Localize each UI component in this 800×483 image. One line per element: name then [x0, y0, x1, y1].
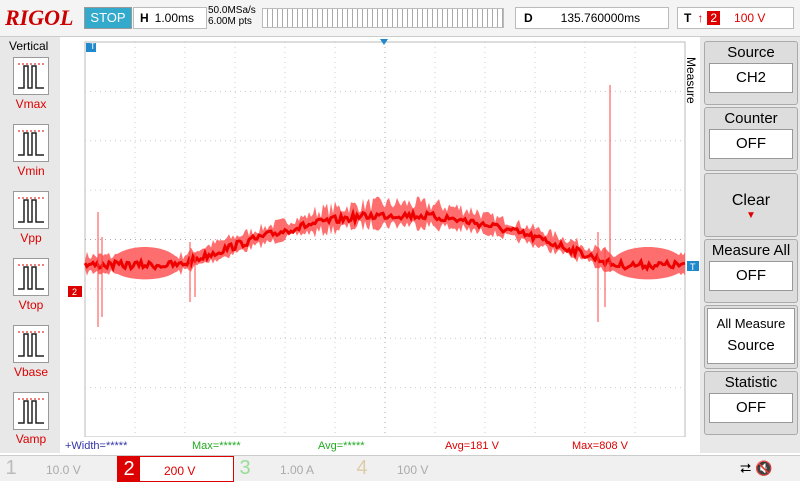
menu-label: Measure All — [711, 242, 791, 259]
menu-value: Source — [727, 337, 775, 354]
measure-label: Vbase — [13, 365, 49, 379]
channel-scale: 1.00 A — [280, 463, 315, 477]
channel-number: 1 — [5, 457, 17, 479]
channel-bar: 1 10.0 V 2 200 V 3 1.00 A 4 100 V ⮂ 🔇 — [0, 455, 800, 482]
channel-tab[interactable]: 3 1.00 A — [234, 456, 349, 480]
center-marker — [380, 39, 388, 45]
measure-item[interactable]: Vtop — [10, 258, 52, 312]
menu-item[interactable]: All Measure Source — [704, 305, 798, 369]
measurement-line: +Width=***** Max=***** Avg=***** Avg=181 V M… — [60, 438, 700, 454]
measure-item[interactable]: Vpp — [10, 191, 52, 245]
measurement: Avg=181 V — [445, 440, 499, 452]
measurement: +Width=***** — [65, 440, 128, 452]
menu-button: All Measure Source — [707, 308, 795, 364]
menu-label: Counter — [724, 110, 778, 127]
usb-icons: ⮂ 🔇 — [740, 460, 773, 476]
channel-scale: 10.0 V — [46, 463, 81, 477]
menu-item[interactable]: Source CH2 — [704, 41, 798, 105]
memory-bar — [262, 8, 504, 28]
channel-number: 2 — [118, 457, 140, 481]
trigger-channel: 2 — [707, 11, 721, 25]
measure-label: Vmax — [15, 97, 47, 111]
measurement: Avg=***** — [318, 440, 365, 452]
measure-item[interactable]: Vmin — [10, 124, 52, 178]
measure-icon — [13, 325, 49, 363]
menu-value: OFF — [709, 393, 793, 423]
marker-bg — [86, 43, 96, 52]
measure-icon — [13, 392, 49, 430]
channel-tab[interactable]: 2 200 V — [117, 456, 234, 482]
menu-value: OFF — [709, 129, 793, 159]
trigger-level-marker: T — [690, 262, 696, 272]
menu-value: CH2 — [709, 63, 793, 93]
channel-number: 4 — [356, 457, 368, 479]
measure-item[interactable]: Vmax — [10, 57, 52, 111]
sample-rate: 50.0MSa/s — [208, 5, 256, 16]
measure-icon — [13, 191, 49, 229]
trigger-label: T — [684, 11, 692, 25]
measure-icon — [13, 57, 49, 95]
delay-value: 135.760000ms — [560, 11, 641, 25]
channel-scale: 200 V — [164, 464, 196, 478]
timebase[interactable]: H 1.00ms — [133, 7, 207, 29]
run-status[interactable]: STOP — [84, 7, 132, 29]
measure-icon — [13, 124, 49, 162]
measure-label: Vtop — [18, 298, 44, 312]
waveform-band — [85, 196, 685, 280]
menu-item[interactable]: Statistic OFF — [704, 371, 798, 435]
channel-marker: 2 — [72, 287, 77, 297]
trigger[interactable]: T ↑ 2 100 V — [677, 7, 794, 29]
menu-value: OFF — [709, 261, 793, 291]
trigger-position-marker: T — [90, 41, 96, 51]
menu-label: Statistic — [724, 374, 778, 391]
menu-label: All Measure — [716, 316, 786, 331]
trigger-edge: ↑ — [697, 11, 704, 25]
measure-label: Vamp — [15, 432, 47, 446]
menu-label: Source — [727, 44, 775, 61]
measurement: Max=***** — [192, 440, 241, 452]
menu-item[interactable]: Measure All OFF — [704, 239, 798, 303]
waveform-area: T T 2 — [68, 39, 699, 437]
timebase-value: 1.00ms — [154, 11, 195, 25]
top-bar: RIGOL STOP H 1.00ms 50.0MSa/s 6.00M pts D… — [0, 0, 800, 37]
waveform-core — [83, 208, 686, 274]
channel-marker-bg — [68, 286, 82, 297]
measure-icon — [13, 258, 49, 296]
menu-arrow: ▼ — [746, 210, 756, 221]
channel-tab[interactable]: 4 100 V — [351, 456, 466, 480]
measure-item[interactable]: Vbase — [10, 325, 52, 379]
acquisition: 50.0MSa/s 6.00M pts — [208, 5, 256, 27]
measure-label: Vpp — [20, 231, 42, 245]
delay[interactable]: D 135.760000ms — [515, 7, 669, 29]
channel-number: 3 — [239, 457, 251, 479]
left-menu-title: Vertical — [9, 39, 49, 53]
logo: RIGOL — [5, 5, 74, 30]
memory-depth: 6.00M pts — [208, 16, 252, 27]
delay-label: D — [524, 11, 533, 25]
right-menu: Measure Source CH2 Counter OFF Clear ▼ Measure… — [684, 37, 800, 453]
trigger-level-bg — [687, 261, 699, 271]
menu-item[interactable]: Counter OFF — [704, 107, 798, 171]
trigger-level: 100 V — [734, 11, 766, 25]
channel-scale: 100 V — [397, 463, 429, 477]
menu-item[interactable]: Clear ▼ — [704, 173, 798, 237]
channel-tab[interactable]: 1 10.0 V — [0, 456, 115, 480]
measure-item[interactable]: Vamp — [10, 392, 52, 446]
left-menu: Vertical Vmax Vmin Vpp Vtop Vbase Vamp — [0, 37, 60, 453]
measure-label: Vmin — [17, 164, 45, 178]
measurement: Max=808 V — [572, 440, 628, 452]
timebase-label: H — [140, 11, 149, 25]
menu-label: Clear — [731, 192, 771, 209]
